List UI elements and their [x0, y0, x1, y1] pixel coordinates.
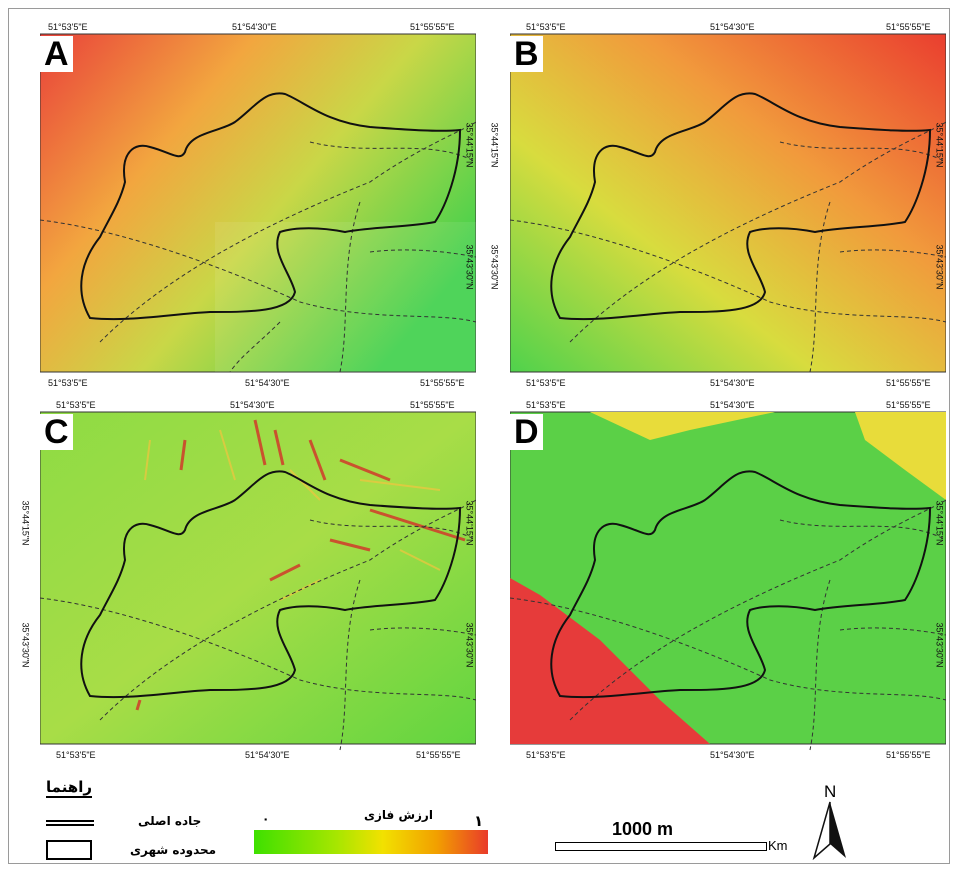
scale-label: 1000 m	[612, 819, 674, 839]
high-value-streaks-c	[135, 419, 466, 711]
road-legend-symbol	[46, 820, 94, 826]
top-coord: 51°55'55"E	[410, 22, 455, 32]
urban-boundary-a	[80, 92, 462, 321]
scale-unit: Km	[768, 838, 788, 853]
map-panel-b: B 51°53'5"E 51°54'30"E 51°55'55"E 51°53'…	[510, 22, 946, 388]
left-coord-c2: 35°43'30"N	[20, 622, 31, 668]
panel-letter-c: C	[40, 414, 73, 450]
boundary-legend-label: محدوده شهری	[130, 843, 217, 857]
map-a-canvas	[40, 33, 476, 373]
bottom-coord: 51°55'55"E	[886, 750, 931, 760]
top-coord: 51°53'5"E	[56, 400, 96, 410]
map-d-canvas	[510, 411, 946, 751]
left-coord-b2: 35°43'30"N	[489, 244, 500, 290]
right-coord-b1: 35°44'15"N	[934, 122, 945, 168]
map-b-canvas	[510, 33, 946, 373]
right-coord-b2: 35°43'30"N	[934, 244, 945, 290]
top-coord: 51°53'5"E	[48, 22, 88, 32]
top-coord: 51°55'55"E	[410, 400, 455, 410]
legend-title: راهنما	[46, 778, 92, 798]
bottom-coord: 51°55'55"E	[886, 378, 931, 388]
road-legend-label: جاده اصلی	[138, 814, 202, 828]
gradient-min-label: ٠	[262, 812, 270, 826]
right-coord-d1: 35°44'15"N	[934, 500, 945, 546]
north-label: N	[824, 782, 837, 801]
fuzzy-value-gradient	[254, 830, 488, 854]
north-arrow-icon	[812, 801, 846, 860]
left-coord-c1: 35°44'15"N	[20, 500, 31, 546]
panel-letter-b: B	[510, 36, 543, 72]
gradient-max-label: ١	[474, 812, 484, 830]
map-panel-a: A 51°53'5"E 51°54'30"E 51°55'55"E 51°53'…	[40, 22, 476, 388]
bottom-coord: 51°55'55"E	[420, 378, 465, 388]
top-coord: 51°53'5"E	[526, 400, 566, 410]
right-coord-a2: 35°43'30"N	[464, 244, 475, 290]
boundary-legend-symbol	[46, 840, 92, 860]
bottom-coord: 51°55'55"E	[416, 750, 461, 760]
right-coord-c2: 35°43'30"N	[464, 622, 475, 668]
bottom-coord: 51°53'5"E	[56, 750, 96, 760]
yellow-zone-top	[590, 412, 775, 440]
bottom-coord: 51°54'30"E	[245, 750, 290, 760]
map-figure-frame	[8, 8, 950, 864]
yellow-zone-right	[855, 412, 946, 500]
gradient-title: ارزش فازی	[364, 808, 433, 822]
surface-map-a	[40, 33, 476, 373]
bottom-coord: 51°53'5"E	[526, 378, 566, 388]
top-coord: 51°54'30"E	[710, 22, 755, 32]
bottom-coord: 51°53'5"E	[526, 750, 566, 760]
surface-map-b	[510, 33, 946, 373]
map-panel-d: D 51°53'5"E 51°54'30"E 51°55'55"E 51°53'…	[510, 400, 946, 760]
bottom-coord: 51°54'30"E	[710, 378, 755, 388]
urban-boundary-c	[80, 470, 462, 699]
top-coord: 51°54'30"E	[230, 400, 275, 410]
top-coord: 51°54'30"E	[710, 400, 755, 410]
panel-letter-d: D	[510, 414, 543, 450]
red-zone	[510, 578, 710, 744]
top-coord: 51°54'30"E	[232, 22, 277, 32]
bottom-coord: 51°54'30"E	[710, 750, 755, 760]
map-c-canvas	[40, 411, 476, 751]
bottom-coord: 51°53'5"E	[48, 378, 88, 388]
right-coord-c1: 35°44'15"N	[464, 500, 475, 546]
urban-boundary-b	[550, 92, 932, 321]
right-coord-a1: 35°44'15"N	[464, 122, 475, 168]
right-coord-d2: 35°43'30"N	[934, 622, 945, 668]
map-panel-c: C 51°53'5"E 51°54'30"E 51°55'55"E 51°53'…	[40, 400, 476, 760]
panel-letter-a: A	[40, 36, 73, 72]
left-coord-b1: 35°44'15"N	[489, 122, 500, 168]
top-coord: 51°55'55"E	[886, 22, 931, 32]
top-coord: 51°53'5"E	[526, 22, 566, 32]
top-coord: 51°55'55"E	[886, 400, 931, 410]
scale-bar	[555, 842, 767, 851]
bottom-coord: 51°54'30"E	[245, 378, 290, 388]
urban-boundary-d	[550, 470, 932, 699]
